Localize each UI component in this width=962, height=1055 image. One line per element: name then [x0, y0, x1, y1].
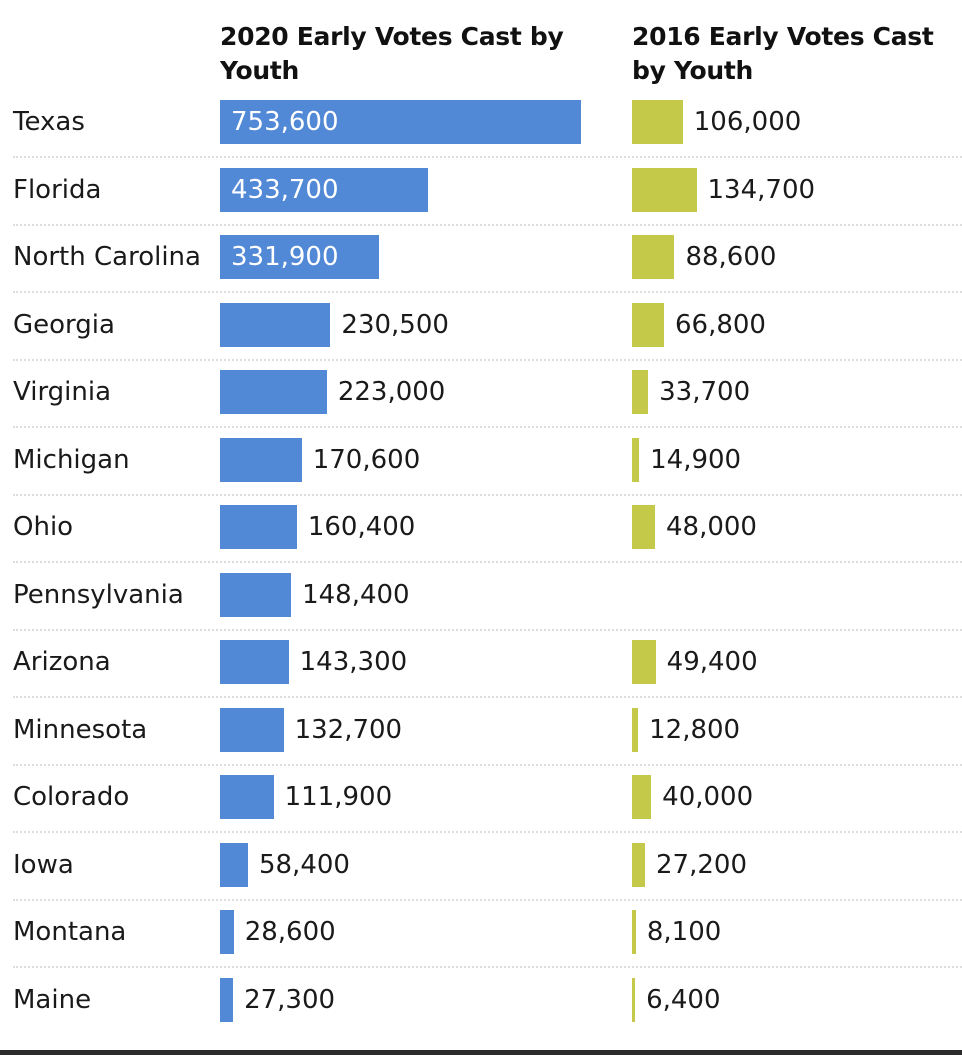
row-divider — [13, 223, 962, 226]
category-label: Ohio — [13, 512, 74, 542]
table-row: Ohio 160,400 48,000 — [0, 505, 962, 573]
bar-2016 — [632, 505, 655, 549]
value-label-2016: 49,400 — [666, 647, 758, 677]
row-divider — [13, 291, 962, 293]
bar-2020 — [220, 100, 581, 144]
value-label-2020: 170,600 — [312, 444, 421, 475]
category-label: Virginia — [13, 377, 112, 407]
value-label-2016: 6,400 — [646, 984, 721, 1015]
category-label: Michigan — [13, 444, 130, 475]
value-label-2016: 27,200 — [656, 849, 747, 880]
category-label: Florida — [13, 174, 102, 205]
bar-2020 — [220, 505, 297, 549]
table-row: Arizona 143,300 49,400 — [0, 640, 962, 708]
value-label-2020: 331,900 — [231, 242, 339, 272]
bar-2016 — [632, 437, 640, 482]
bar-2016 — [632, 910, 636, 954]
bar-2020 — [220, 167, 428, 212]
bar-2016 — [632, 302, 664, 347]
row-divider — [13, 898, 962, 901]
category-label: North Carolina — [13, 242, 201, 272]
value-label-2016: 66,800 — [674, 309, 766, 340]
bar-2020 — [220, 707, 284, 752]
category-label: Pennsylvania — [13, 579, 184, 610]
table-row: Minnesota 132,700 12,800 — [0, 707, 962, 776]
row-divider — [13, 561, 962, 563]
category-label: Texas — [13, 107, 85, 137]
bar-2020 — [220, 910, 234, 954]
header-2016: 2016 Early Votes Cast by Youth — [632, 22, 934, 85]
bar-2020 — [220, 302, 331, 347]
value-label-2020: 433,700 — [231, 174, 339, 205]
category-label: Montana — [13, 917, 127, 947]
table-row: Texas 753,600 106,000 — [0, 100, 962, 168]
value-label-2016: 48,000 — [665, 512, 757, 542]
table-row: North Carolina 331,900 88,600 — [0, 235, 962, 303]
value-label-2020: 230,500 — [341, 309, 449, 340]
table-row: Georgia 230,500 66,800 — [0, 302, 962, 371]
category-label: Iowa — [13, 849, 74, 880]
value-label-2016: 88,600 — [685, 242, 777, 272]
bar-2016 — [632, 370, 649, 414]
value-label-2020: 132,700 — [294, 714, 403, 745]
table-row: Iowa 58,400 27,200 — [0, 842, 962, 911]
bar-2020 — [220, 775, 274, 819]
value-label-2020: 58,400 — [258, 849, 350, 880]
value-label-2016: 40,000 — [662, 782, 754, 812]
category-label: Georgia — [13, 309, 115, 340]
bar-2016 — [632, 100, 683, 144]
value-label-2016: 33,700 — [659, 377, 751, 407]
category-label: Minnesota — [13, 714, 148, 745]
bar-2016 — [632, 640, 656, 684]
table-row: Virginia 223,000 33,700 — [0, 370, 962, 438]
header-2020: 2020 Early Votes Cast by Youth — [220, 22, 564, 85]
value-label-2020: 111,900 — [284, 782, 393, 812]
value-label-2016: 12,800 — [649, 714, 741, 745]
bar-2020 — [220, 640, 289, 684]
value-label-2016: 134,700 — [707, 174, 816, 205]
category-label: Colorado — [13, 782, 130, 812]
row-divider — [13, 696, 962, 698]
value-label-2020: 27,300 — [244, 984, 336, 1015]
value-label-2020: 160,400 — [307, 512, 416, 542]
bar-2016 — [632, 167, 697, 212]
bar-2020 — [220, 235, 379, 279]
category-label: Maine — [13, 984, 92, 1015]
value-label-2020: 148,400 — [302, 579, 410, 610]
row-divider — [13, 831, 962, 833]
table-row: Montana 28,600 8,100 — [0, 910, 962, 978]
value-label-2016: 14,900 — [650, 444, 742, 475]
bar-2020 — [220, 977, 234, 1022]
row-divider — [13, 966, 962, 968]
bar-2020 — [220, 842, 248, 887]
bottom-border — [0, 1050, 962, 1055]
bar-2020 — [220, 437, 302, 482]
bar-2016 — [632, 842, 646, 887]
table-row: Maine 27,300 6,400 — [0, 977, 962, 1046]
row-divider — [13, 763, 962, 766]
bar-2016 — [632, 235, 675, 279]
bar-2020 — [220, 370, 327, 414]
table-row: Colorado 111,900 40,000 — [0, 775, 962, 843]
bar-2020 — [220, 572, 292, 617]
value-label-2020: 143,300 — [299, 647, 408, 677]
value-label-2016: 8,100 — [646, 917, 722, 947]
value-label-2020: 753,600 — [231, 107, 339, 137]
table-row: Michigan 170,600 14,900 — [0, 437, 962, 506]
bar-2016 — [632, 977, 636, 1022]
value-label-2016: 106,000 — [693, 107, 802, 137]
bar-2016 — [632, 707, 639, 752]
table-row: Pennsylvania 148,400 — [0, 572, 962, 641]
row-divider — [13, 426, 962, 428]
category-label: Arizona — [13, 647, 111, 677]
value-label-2020: 28,600 — [244, 917, 336, 947]
row-divider — [13, 493, 962, 496]
row-divider — [13, 358, 962, 361]
table-row: Florida 433,700 134,700 — [0, 167, 962, 236]
value-label-2020: 223,000 — [337, 377, 446, 407]
row-divider — [13, 156, 962, 158]
row-divider — [13, 628, 962, 631]
bar-2016 — [632, 775, 652, 819]
